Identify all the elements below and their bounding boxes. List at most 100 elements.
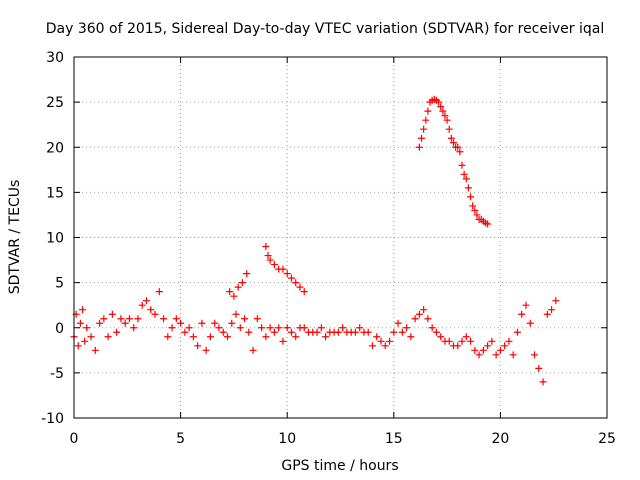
data-point [501,342,509,350]
data-point [168,324,176,332]
data-point [238,279,246,287]
data-point [81,337,89,345]
data-point [456,148,464,156]
data-point [445,337,453,345]
data-point [543,310,551,318]
data-point [398,328,406,336]
data-point [300,324,308,332]
data-point [471,346,479,354]
data-point [185,324,193,332]
data-point [351,328,359,336]
data-point [479,346,487,354]
data-point [522,301,530,309]
data-point [488,337,496,345]
data-point [531,351,539,359]
data-point [275,324,283,332]
data-point [253,315,261,323]
data-point [292,333,300,341]
data-point [390,328,398,336]
y-tick-label: 30 [46,50,64,66]
data-point [151,310,159,318]
data-point [230,292,238,300]
data-point [164,333,172,341]
data-point [377,337,385,345]
data-point [279,265,287,273]
data-point [108,310,116,318]
data-point [243,270,251,278]
data-point [262,333,270,341]
data-point [177,319,185,327]
data-point [458,337,466,345]
data-point [418,134,426,142]
data-point [424,315,432,323]
data-point [313,328,321,336]
data-point [279,337,287,345]
data-point [469,202,477,210]
data-point [287,274,295,282]
data-point [364,328,372,336]
data-point [428,324,436,332]
data-point [130,324,138,332]
data-point [411,315,419,323]
data-point [117,315,125,323]
data-point [262,243,270,251]
data-point [484,220,492,228]
data-point [526,319,534,327]
plot-frame [73,56,608,419]
data-point [96,319,104,327]
data-point [100,315,108,323]
data-point [462,333,470,341]
y-tick-label: 20 [46,140,64,156]
data-point [424,107,432,115]
data-point [232,310,240,318]
data-point [386,337,394,345]
data-point [539,378,547,386]
data-point [249,346,257,354]
y-tick-label: 10 [46,231,64,247]
y-tick-label: 5 [55,276,64,292]
data-point [283,270,291,278]
data-point [422,116,430,124]
data-point [373,333,381,341]
data-point [202,346,210,354]
data-point [138,301,146,309]
data-point [160,315,168,323]
axis-ticks [73,56,608,419]
x-tick-label: 20 [491,431,509,447]
data-point [236,324,244,332]
x-tick-label: 0 [70,431,79,447]
y-tick-label: -5 [50,366,64,382]
data-point [356,324,364,332]
data-point [224,333,232,341]
data-point [439,107,447,115]
data-point [437,333,445,341]
x-tick-label: 5 [176,431,185,447]
data-point [194,342,202,350]
data-point [87,333,95,341]
data-point [518,310,526,318]
data-point [317,324,325,332]
data-point [462,175,470,183]
data-point [79,306,87,314]
data-point [155,288,163,296]
x-axis-label: GPS time / hours [281,458,398,474]
data-point [437,103,445,111]
data-point [334,328,342,336]
data-point [458,161,466,169]
grid-lines [74,57,607,418]
data-point [415,143,423,151]
data-point [266,324,274,332]
data-point [441,112,449,120]
y-tick-label: -10 [41,411,64,427]
data-point [270,261,278,269]
data-point [394,319,402,327]
data-point [381,342,389,350]
data-point [535,364,543,372]
data-point [125,315,133,323]
data-point [339,324,347,332]
data-point [172,315,180,323]
y-tick-label: 0 [55,321,64,337]
data-point [234,283,242,291]
data-points [70,95,560,386]
data-point [407,333,415,341]
